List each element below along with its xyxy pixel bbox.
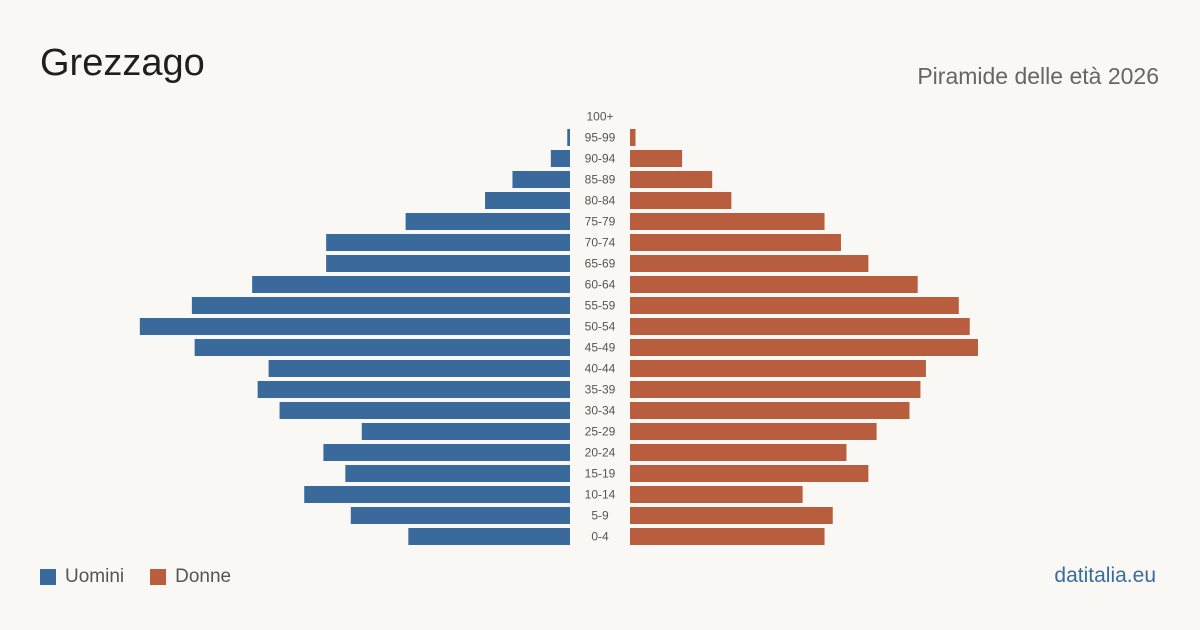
bar-men-5-9 — [350, 507, 570, 524]
age-label-50-54: 50-54 — [585, 320, 616, 334]
age-label-90-94: 90-94 — [585, 152, 616, 166]
bar-women-35-39 — [630, 381, 921, 398]
bar-women-5-9 — [630, 507, 833, 524]
bar-women-70-74 — [630, 234, 841, 251]
bar-men-10-14 — [304, 486, 570, 503]
bar-men-20-24 — [323, 444, 570, 461]
bar-men-65-69 — [326, 255, 570, 272]
bar-men-50-54 — [139, 318, 570, 335]
bar-women-25-29 — [630, 423, 877, 440]
age-label-40-44: 40-44 — [585, 362, 616, 376]
bar-men-45-49 — [194, 339, 570, 356]
legend-item-women: Donne — [150, 566, 231, 588]
age-label-70-74: 70-74 — [585, 236, 616, 250]
bar-men-60-64 — [252, 276, 570, 293]
bar-women-50-54 — [630, 318, 970, 335]
chart-subtitle: Piramide delle età 2026 — [917, 63, 1159, 89]
age-label-35-39: 35-39 — [585, 383, 616, 397]
bar-women-15-19 — [630, 465, 869, 482]
bar-women-85-89 — [630, 171, 713, 188]
page-title: Grezzago — [40, 42, 205, 84]
bar-men-25-29 — [361, 423, 570, 440]
age-label-100+: 100+ — [586, 110, 613, 124]
age-label-0-4: 0-4 — [591, 530, 609, 544]
bar-men-55-59 — [191, 297, 570, 314]
age-label-75-79: 75-79 — [585, 215, 616, 229]
age-label-10-14: 10-14 — [585, 488, 616, 502]
bar-women-45-49 — [630, 339, 978, 356]
bar-women-90-94 — [630, 150, 683, 167]
bar-men-85-89 — [512, 171, 570, 188]
bar-women-40-44 — [630, 360, 926, 377]
age-label-85-89: 85-89 — [585, 173, 616, 187]
bar-men-15-19 — [345, 465, 570, 482]
legend-label-women: Donne — [175, 566, 232, 587]
brand-link[interactable]: datitalia.eu — [1054, 564, 1156, 587]
age-label-5-9: 5-9 — [591, 509, 609, 523]
bar-men-90-94 — [550, 150, 570, 167]
bar-women-60-64 — [630, 276, 918, 293]
bar-men-35-39 — [257, 381, 570, 398]
bar-men-0-4 — [408, 528, 570, 545]
age-label-60-64: 60-64 — [585, 278, 616, 292]
age-label-95-99: 95-99 — [585, 131, 616, 145]
bar-women-10-14 — [630, 486, 803, 503]
bar-men-95-99 — [567, 129, 570, 146]
legend-swatch-men — [40, 569, 56, 585]
age-label-65-69: 65-69 — [585, 257, 616, 271]
bar-women-55-59 — [630, 297, 959, 314]
bar-women-20-24 — [630, 444, 847, 461]
bar-men-75-79 — [405, 213, 570, 230]
bar-women-75-79 — [630, 213, 825, 230]
legend-item-men: Uomini — [40, 566, 124, 588]
bar-men-80-84 — [485, 192, 570, 209]
bar-women-30-34 — [630, 402, 910, 419]
legend-swatch-women — [150, 569, 167, 585]
bar-women-95-99 — [630, 129, 636, 146]
age-label-80-84: 80-84 — [585, 194, 616, 208]
bar-men-40-44 — [268, 360, 570, 377]
age-label-45-49: 45-49 — [585, 341, 616, 355]
age-label-30-34: 30-34 — [585, 404, 616, 418]
age-label-55-59: 55-59 — [585, 299, 616, 313]
bar-women-80-84 — [630, 192, 732, 209]
age-label-15-19: 15-19 — [585, 467, 616, 481]
age-label-25-29: 25-29 — [585, 425, 616, 439]
bar-men-30-34 — [279, 402, 570, 419]
bar-women-65-69 — [630, 255, 869, 272]
bar-women-0-4 — [630, 528, 825, 545]
legend: Uomini Donne — [40, 566, 257, 588]
bar-men-70-74 — [326, 234, 570, 251]
age-label-20-24: 20-24 — [585, 446, 616, 460]
legend-label-men: Uomini — [65, 566, 125, 587]
